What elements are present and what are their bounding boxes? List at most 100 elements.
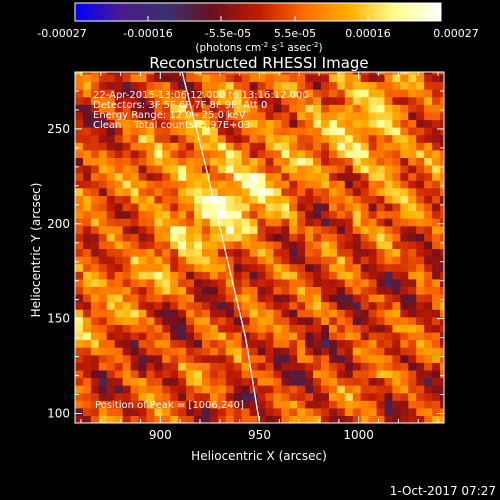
heatmap-cell	[424, 172, 433, 181]
heatmap-cell	[424, 347, 433, 356]
heatmap-cell	[360, 218, 370, 227]
heatmap-cell	[170, 164, 179, 174]
heatmap-cell	[313, 73, 322, 83]
heatmap-cell	[273, 347, 282, 356]
heatmap-cell	[146, 354, 155, 363]
heatmap-cell	[328, 142, 338, 151]
heatmap-cell	[297, 256, 306, 265]
heatmap-cell	[321, 202, 330, 212]
heatmap-cell	[114, 286, 124, 295]
heatmap-cell	[122, 385, 132, 394]
heatmap-cell	[400, 324, 409, 333]
heatmap-cell	[384, 248, 394, 257]
heatmap-cell	[233, 142, 243, 151]
heatmap-cell	[297, 195, 306, 204]
heatmap-cell	[138, 240, 148, 250]
heatmap-cell	[98, 72, 108, 75]
heatmap-cell	[440, 134, 444, 143]
heatmap-cell	[233, 210, 243, 219]
heatmap-cell	[178, 81, 187, 90]
heatmap-cell	[392, 172, 401, 181]
heatmap-cell	[209, 309, 219, 318]
heatmap-cell	[289, 142, 298, 151]
heatmap-cell	[90, 187, 100, 196]
heatmap-cell	[336, 286, 346, 295]
heatmap-cell	[138, 347, 148, 356]
heatmap-cell	[209, 202, 219, 212]
heatmap-cell	[400, 400, 409, 409]
heatmap-cell	[82, 104, 92, 113]
heatmap-cell	[273, 324, 282, 333]
chart-title: Reconstructed RHESSI Image	[149, 54, 368, 72]
heatmap-cell	[400, 377, 409, 386]
heatmap-cell	[241, 339, 251, 348]
heatmap-cell	[178, 119, 187, 128]
heatmap-cell	[186, 210, 195, 219]
heatmap-cell	[154, 111, 163, 121]
heatmap-cell	[98, 415, 108, 423]
heatmap-cell	[122, 263, 132, 272]
heatmap-cell	[313, 157, 322, 166]
heatmap-cell	[225, 127, 235, 136]
heatmap-cell	[432, 134, 441, 143]
heatmap-cell	[98, 180, 108, 189]
colorbar-tick-label: -0.00016	[123, 27, 172, 40]
heatmap-cell	[201, 271, 211, 280]
heatmap-cell	[233, 240, 243, 250]
heatmap-cell	[297, 415, 306, 423]
heatmap-cell	[249, 339, 259, 348]
heatmap-cell	[376, 263, 386, 272]
heatmap-cell	[194, 240, 203, 250]
heatmap-cell	[122, 354, 132, 363]
heatmap-cell	[265, 195, 274, 204]
heatmap-cell	[313, 362, 322, 371]
heatmap-cell	[328, 301, 338, 310]
heatmap-cell	[209, 180, 219, 189]
heatmap-cell	[328, 377, 338, 386]
heatmap-cell	[146, 195, 155, 204]
heatmap-cell	[178, 180, 187, 189]
heatmap-cell	[344, 195, 354, 204]
heatmap-cell	[336, 256, 346, 265]
heatmap-cell	[281, 263, 290, 272]
heatmap-cell	[265, 377, 274, 386]
heatmap-cell	[225, 164, 235, 174]
heatmap-cell	[328, 415, 338, 423]
heatmap-cell	[408, 72, 417, 75]
heatmap-cell	[344, 218, 354, 227]
heatmap-cell	[82, 72, 92, 75]
heatmap-cell	[352, 127, 362, 136]
heatmap-cell	[209, 210, 219, 219]
heatmap-cell	[305, 309, 314, 318]
heatmap-cell	[201, 354, 211, 363]
heatmap-cell	[90, 72, 100, 75]
heatmap-cell	[408, 127, 417, 136]
heatmap-cell	[217, 180, 227, 189]
heatmap-cell	[305, 73, 314, 83]
heatmap-cell	[186, 309, 195, 318]
heatmap-cell	[273, 73, 282, 83]
heatmap-cell	[114, 104, 124, 113]
heatmap-cell	[90, 316, 100, 325]
heatmap-cell	[408, 331, 417, 341]
heatmap-cell	[281, 400, 290, 409]
heatmap-cell	[170, 187, 179, 196]
heatmap-cell	[392, 210, 401, 219]
heatmap-cell	[352, 195, 362, 204]
heatmap-cell	[130, 164, 140, 174]
heatmap-cell	[297, 187, 306, 196]
heatmap-cell	[217, 81, 227, 90]
heatmap-cell	[138, 369, 148, 379]
heatmap-cell	[416, 127, 425, 136]
heatmap-cell	[82, 73, 92, 83]
heatmap-cell	[162, 134, 171, 143]
heatmap-cell	[154, 331, 163, 341]
heatmap-cell	[440, 96, 444, 105]
heatmap-cell	[416, 407, 425, 417]
heatmap-cell	[82, 286, 92, 295]
heatmap-cell	[368, 362, 378, 371]
heatmap-cell	[408, 278, 417, 287]
heatmap-cell	[360, 134, 370, 143]
heatmap-cell	[352, 362, 362, 371]
heatmap-cell	[178, 187, 187, 196]
